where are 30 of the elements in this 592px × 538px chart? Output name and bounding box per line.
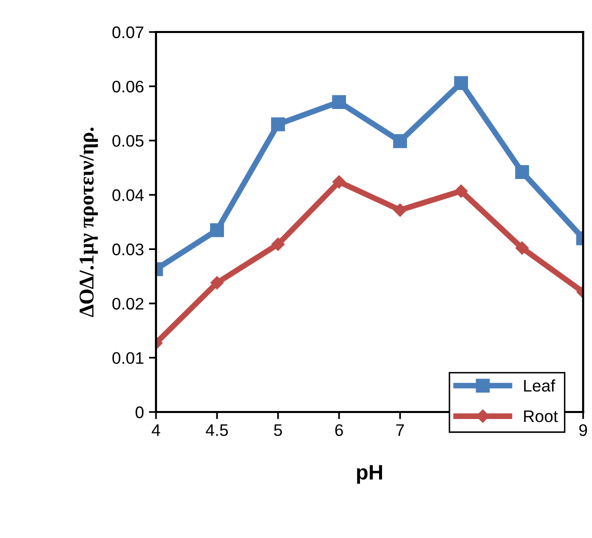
y-tick-label: 0.05 — [112, 134, 144, 147]
x-tick-label: 9 — [579, 424, 587, 436]
x-tick-label: 7 — [396, 424, 404, 436]
y-axis-title: ΔΟΔ/.1μγ προτειν/ηρ. — [80, 128, 98, 317]
point — [210, 276, 224, 290]
point — [210, 223, 224, 238]
legend-label: Root — [524, 410, 558, 422]
point — [332, 175, 346, 188]
x-axis-title: pH — [357, 465, 382, 484]
point — [332, 95, 346, 109]
y-tick-label: 0 — [136, 406, 144, 418]
x-tick-label: 5 — [274, 424, 282, 436]
y-tick-label: 0.07 — [112, 26, 144, 38]
point — [393, 203, 407, 217]
y-tick-label: 0.04 — [112, 189, 144, 202]
point — [516, 241, 529, 255]
x-tick-label: 4 — [152, 424, 160, 436]
point — [515, 165, 530, 180]
point — [271, 238, 285, 251]
x-tick-label: 6 — [335, 424, 343, 436]
point — [454, 76, 468, 90]
y-tick-label: 0.06 — [112, 80, 144, 92]
y-tick-label: 0.01 — [112, 352, 144, 364]
point — [271, 117, 285, 132]
point — [393, 134, 408, 148]
y-tick-label: 0.02 — [112, 298, 144, 310]
y-tick-label: 0.03 — [112, 244, 144, 256]
x-tick-label: 4.5 — [206, 424, 228, 436]
point — [454, 184, 468, 198]
legend-label: Leaf — [524, 379, 556, 392]
